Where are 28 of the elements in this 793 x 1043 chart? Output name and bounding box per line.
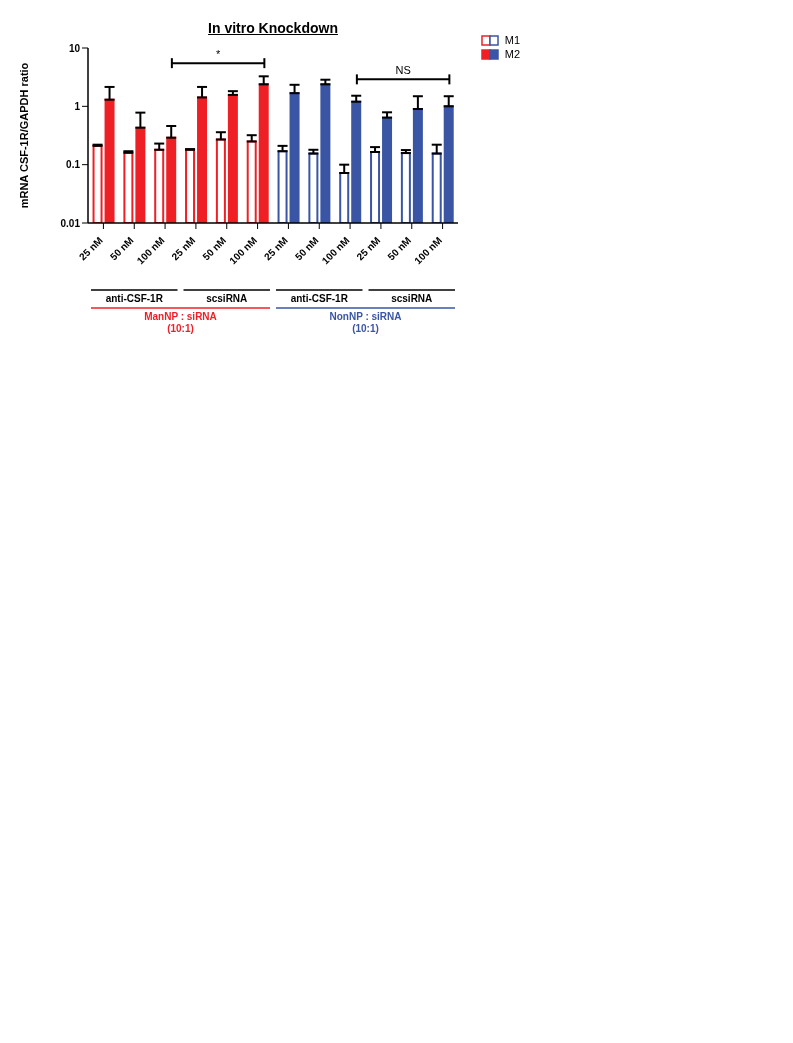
- x-tick-label: 50 nM: [385, 234, 414, 263]
- y-tick-label: 0.1: [66, 159, 81, 171]
- text: NonNP : siRNA (10:1): [329, 311, 402, 334]
- x-tick-label: 50 nM: [107, 234, 136, 263]
- text: anti-CSF-1R: [105, 293, 164, 304]
- annotation: NS: [395, 64, 411, 77]
- y-tick-label: 1: [74, 100, 81, 112]
- x-tick-label: 25 nM: [169, 234, 198, 263]
- x-tick-label: 50 nM: [292, 234, 321, 263]
- text: scsiRNA: [391, 293, 433, 304]
- annotation: *: [215, 48, 221, 61]
- x-tick-label: 100 nM: [227, 234, 259, 267]
- text: anti-CSF-1R: [290, 293, 349, 304]
- x-tick-label: 100 nM: [134, 234, 167, 267]
- legend-label: M2: [504, 48, 520, 60]
- y-tick-label: 0.01: [60, 217, 81, 229]
- chart-title: In vitro Knockdown: [207, 20, 339, 36]
- y-tick-label: 10: [68, 42, 81, 54]
- x-tick-label: 25 nM: [354, 234, 383, 263]
- x-tick-label: 50 nM: [200, 234, 229, 263]
- x-tick-label: 100 nM: [319, 234, 352, 267]
- y-axis-title: mRNA CSF-1R/GAPDH ratio: [17, 62, 30, 209]
- legend-label: M1: [504, 34, 520, 46]
- x-tick-label: 100 nM: [412, 234, 444, 267]
- text: ManNP : siRNA (10:1): [144, 311, 217, 334]
- x-tick-label: 25 nM: [77, 234, 105, 263]
- x-tick-label: 25 nM: [262, 234, 290, 263]
- text: scsiRNA: [206, 293, 248, 304]
